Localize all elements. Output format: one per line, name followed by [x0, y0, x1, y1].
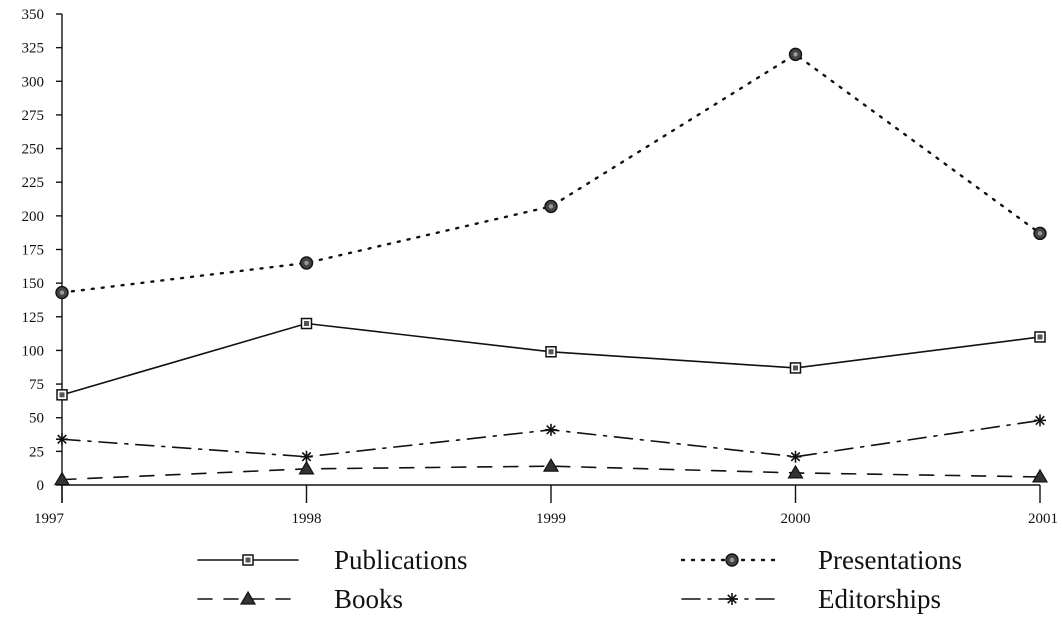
data-point-presentations — [1033, 226, 1047, 241]
legend-item-books: Books — [197, 584, 403, 614]
y-tick-label: 100 — [22, 343, 45, 359]
x-axis-ticks: 1997 1998 1999 2000 2001 — [34, 485, 1058, 527]
legend-label: Editorships — [818, 584, 941, 614]
y-tick-label: 300 — [22, 74, 45, 90]
data-point-editorships — [789, 450, 802, 463]
legend-item-publications: Publications — [197, 545, 468, 575]
x-tick-label: 2001 — [1028, 511, 1058, 527]
y-tick-label: 325 — [22, 41, 45, 57]
legend-marker — [242, 554, 254, 566]
series-line-presentations — [60, 52, 1042, 294]
data-point-books — [1031, 468, 1049, 483]
y-tick-label: 25 — [29, 444, 44, 460]
legend-marker — [725, 553, 739, 567]
y-tick-label: 225 — [22, 175, 45, 191]
y-tick-label: 125 — [22, 310, 45, 326]
data-point-books — [298, 460, 315, 475]
data-point-presentations — [788, 47, 803, 62]
data-point-books — [53, 471, 71, 486]
legend: Publications Books Presentations Editorship… — [197, 545, 962, 614]
legend-marker — [726, 593, 738, 605]
data-point-editorships — [545, 423, 557, 436]
data-point-publications — [545, 346, 557, 358]
series-layer — [53, 47, 1049, 486]
x-tick-label: 1999 — [536, 511, 566, 527]
data-point-publications — [1034, 331, 1046, 343]
y-tick-label: 200 — [22, 209, 45, 225]
legend-label: Presentations — [818, 545, 962, 575]
x-tick-label: 2000 — [781, 511, 811, 527]
legend-item-editorships: Editorships — [681, 584, 941, 614]
data-point-editorships — [1034, 414, 1046, 427]
data-point-presentations — [299, 256, 314, 270]
y-tick-label: 250 — [22, 142, 45, 158]
legend-item-presentations: Presentations — [680, 545, 962, 575]
data-point-editorships — [300, 450, 313, 463]
legend-marker — [239, 590, 257, 605]
data-point-books — [787, 464, 804, 479]
series-line-publications — [61, 322, 1041, 396]
legend-label: Publications — [334, 545, 468, 575]
y-tick-label: 50 — [29, 411, 44, 427]
y-tick-label: 175 — [22, 243, 45, 259]
y-tick-label: 0 — [37, 478, 45, 494]
legend-label: Books — [334, 584, 403, 614]
y-tick-label: 275 — [22, 108, 45, 124]
data-point-editorships — [56, 433, 68, 446]
y-axis-ticks: 0 25 50 75 100 125 150 175 200 225 250 275 300 325 350 — [22, 7, 62, 494]
y-tick-label: 350 — [22, 7, 45, 23]
series-line-books — [61, 465, 1041, 481]
x-tick-label: 1997 — [34, 511, 65, 527]
data-point-publications — [789, 362, 802, 374]
data-point-publications — [300, 317, 313, 330]
data-point-presentations — [55, 285, 69, 300]
y-tick-label: 75 — [29, 377, 44, 393]
x-tick-label: 1998 — [292, 511, 322, 527]
data-point-books — [542, 457, 560, 472]
data-point-presentations — [544, 199, 558, 214]
data-point-publications — [56, 389, 68, 401]
y-tick-label: 150 — [22, 276, 45, 292]
